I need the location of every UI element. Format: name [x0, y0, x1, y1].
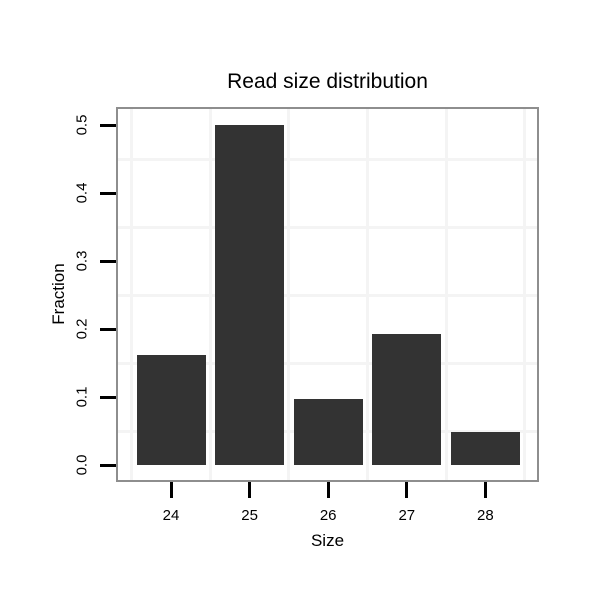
x-tick-label: 24 — [162, 507, 180, 524]
x-tick-mark — [483, 482, 487, 498]
y-tick-mark — [100, 123, 116, 127]
bar-size-25 — [215, 125, 285, 465]
y-tick-mark — [100, 463, 116, 467]
bar-size-28 — [450, 431, 520, 465]
minor-gridline-vertical — [523, 109, 527, 480]
chart-title: Read size distribution — [227, 70, 428, 93]
y-tick-mark — [100, 259, 116, 263]
x-tick-mark — [248, 482, 252, 498]
y-tick-label: 0.3 — [73, 250, 91, 272]
y-axis-label: Fraction — [49, 263, 68, 325]
x-tick-mark — [169, 482, 173, 498]
x-tick-mark — [405, 482, 409, 498]
y-tick-label: 0.1 — [73, 386, 91, 408]
y-tick-mark — [100, 327, 116, 331]
plot-panel — [116, 107, 539, 482]
minor-gridline-horizontal — [118, 225, 537, 229]
y-tick-label: 0.0 — [73, 454, 91, 476]
minor-gridline-vertical — [208, 109, 212, 480]
x-tick-label: 28 — [477, 507, 494, 524]
minor-gridline-horizontal — [118, 157, 537, 161]
bar-size-24 — [136, 354, 206, 465]
minor-gridline-vertical — [444, 109, 448, 480]
x-axis-label: Size — [310, 531, 345, 550]
y-tick-mark — [100, 395, 116, 399]
y-tick-label: 0.2 — [73, 318, 91, 340]
minor-gridline-vertical — [287, 109, 291, 480]
x-tick-label: 25 — [241, 507, 258, 524]
minor-gridline-vertical — [130, 109, 134, 480]
minor-gridline-horizontal — [118, 361, 537, 365]
minor-gridline-horizontal — [118, 293, 537, 297]
bar-size-27 — [372, 333, 442, 465]
y-tick-mark — [100, 191, 116, 195]
minor-gridline-vertical — [366, 109, 369, 480]
bar-size-26 — [293, 399, 363, 465]
y-tick-label: 0.4 — [73, 182, 91, 204]
y-tick-label: 0.5 — [73, 114, 91, 136]
x-tick-label: 26 — [319, 507, 337, 524]
bars-layer — [118, 109, 537, 480]
x-tick-mark — [326, 482, 330, 498]
x-tick-label: 27 — [398, 507, 416, 524]
